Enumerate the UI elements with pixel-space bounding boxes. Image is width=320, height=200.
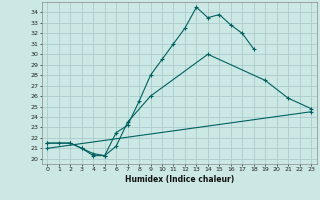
X-axis label: Humidex (Indice chaleur): Humidex (Indice chaleur): [124, 175, 234, 184]
